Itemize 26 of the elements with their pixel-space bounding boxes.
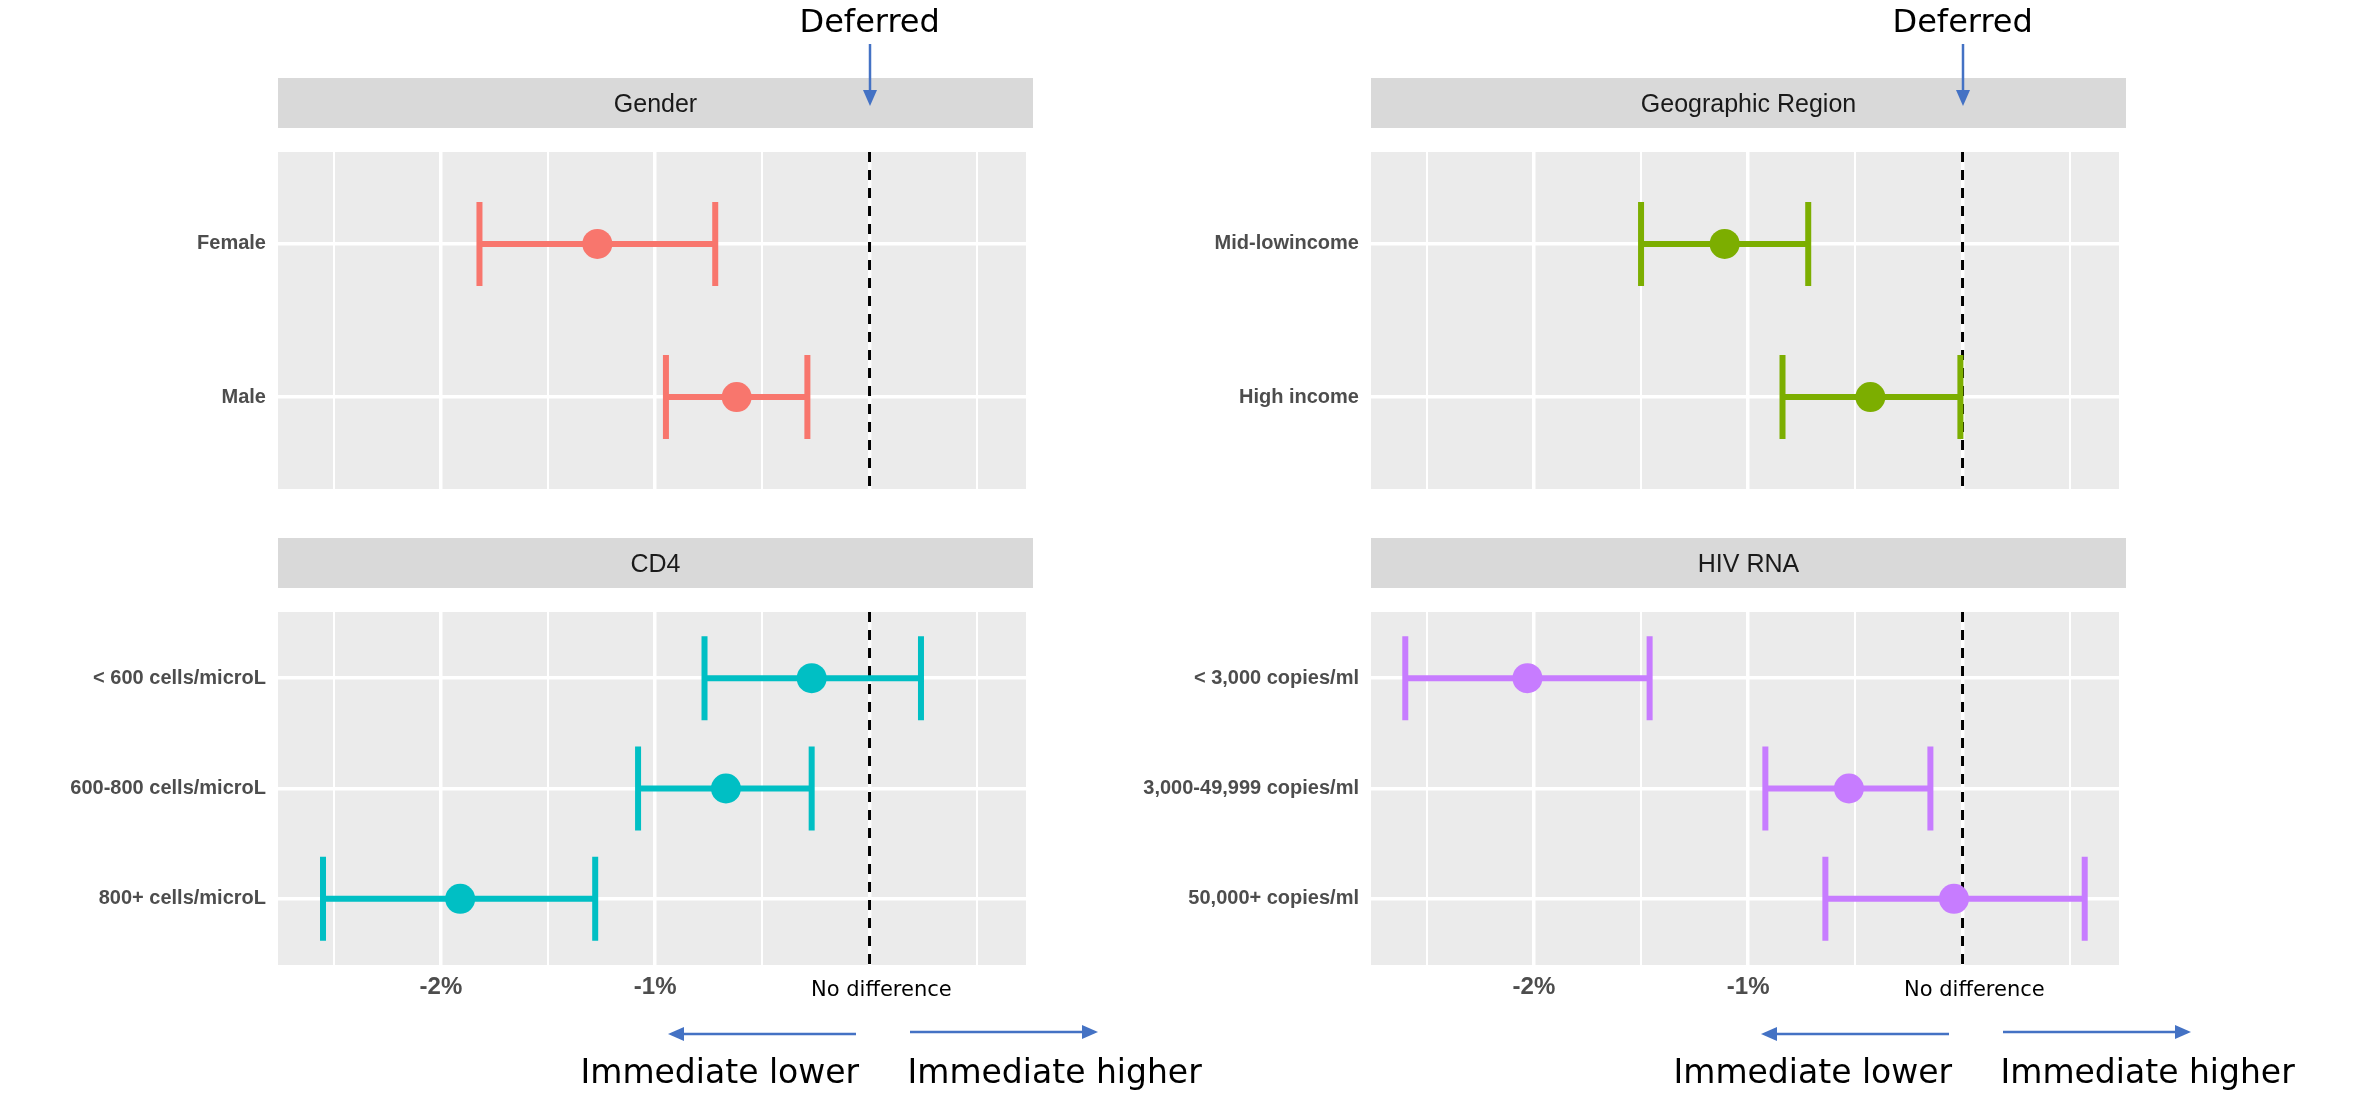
text: Immediate lower [580,1052,860,1091]
text: Immediate higher [2000,1052,2295,1091]
y-tick-label: High income [1238,384,1359,407]
chart-title: Gender [278,78,1033,128]
y-tick-label: Male [221,384,266,407]
text: Immediate higher [907,1052,1202,1091]
x-tick-label: -2% [1512,972,1556,1000]
y-tick-label: 3,000-49,999 copies/ml [1143,776,1359,799]
text: Immediate lower [1673,1052,1953,1091]
chart-title: Geographic Region [1371,78,2126,128]
y-tick-label: 50,000+ copies/ml [1188,886,1359,909]
x-tick-label: -2% [419,972,463,1000]
ref-line-label: Deferred [799,2,940,40]
y-tick-label: Mid-lowincome [1214,231,1359,254]
y-tick-label: 800+ cells/microL [98,886,266,909]
x-tick-label: -1% [1726,972,1770,1000]
y-tick-label: Female [197,231,266,254]
y-tick-label: 600-800 cells/microL [70,776,266,799]
ref-line-label: No difference [1904,977,2045,1001]
x-tick-label: -1% [633,972,677,1000]
y-tick-label: < 600 cells/microL [93,665,266,688]
ref-line-label: No difference [811,977,952,1001]
chart-title: HIV RNA [1371,538,2126,588]
chart-title: CD4 [278,538,1033,588]
ref-line-label: Deferred [1892,2,2033,40]
y-tick-label: < 3,000 copies/ml [1193,665,1359,688]
